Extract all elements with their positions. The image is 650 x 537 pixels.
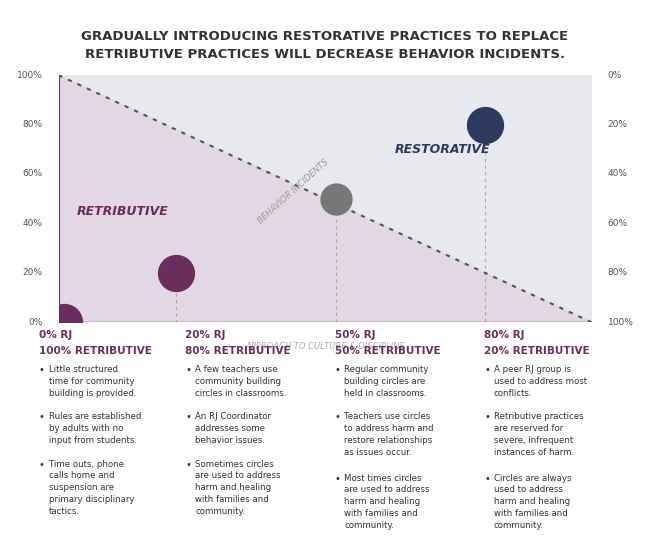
Text: •: • (39, 460, 45, 470)
Text: 40%: 40% (23, 219, 42, 228)
Text: RESTORATIVE: RESTORATIVE (395, 143, 490, 156)
Text: •: • (335, 474, 341, 484)
Text: 60%: 60% (608, 219, 628, 228)
Point (480, 120, 490, 129)
Text: BEHAVIOR INCIDENTS: BEHAVIOR INCIDENTS (256, 157, 330, 226)
Text: •: • (335, 412, 341, 423)
Text: 20% RETRIBUTIVE: 20% RETRIBUTIVE (484, 346, 590, 357)
Text: An RJ Coordinator
addresses some
behavior issues.: An RJ Coordinator addresses some behavio… (195, 412, 271, 445)
Text: •: • (185, 365, 191, 375)
Polygon shape (58, 75, 592, 322)
Text: 100%: 100% (608, 318, 633, 326)
Text: APPROACH TO CULTURE & DISCIPLINE: APPROACH TO CULTURE & DISCIPLINE (245, 342, 405, 351)
Text: 0% RJ: 0% RJ (39, 330, 72, 340)
Text: Circles are always
used to address
harm and healing
with families and
community.: Circles are always used to address harm … (494, 474, 571, 530)
Text: 0%: 0% (28, 318, 42, 326)
Text: A few teachers use
community building
circles in classrooms.: A few teachers use community building ci… (195, 365, 287, 398)
Text: 80% RJ: 80% RJ (484, 330, 525, 340)
Point (170, 268, 181, 277)
Text: Rules are established
by adults with no
input from students.: Rules are established by adults with no … (49, 412, 141, 445)
Text: 20%: 20% (23, 268, 42, 277)
Text: 0%: 0% (608, 71, 622, 79)
Text: RETRIBUTIVE PRACTICES WILL DECREASE BEHAVIOR INCIDENTS.: RETRIBUTIVE PRACTICES WILL DECREASE BEHA… (85, 48, 565, 61)
Text: Most times circles
are used to address
harm and healing
with families and
commun: Most times circles are used to address h… (344, 474, 430, 530)
Text: Regular community
building circles are
held in classrooms.: Regular community building circles are h… (344, 365, 429, 398)
Text: Little structured
time for community
building is provided.: Little structured time for community bui… (49, 365, 136, 398)
Text: •: • (335, 365, 341, 375)
Text: A peer RJ group is
used to address most
conflicts.: A peer RJ group is used to address most … (494, 365, 587, 398)
Text: •: • (185, 460, 191, 470)
Text: Sometimes circles
are used to address
harm and healing
with families and
communi: Sometimes circles are used to address ha… (195, 460, 281, 516)
Text: •: • (484, 474, 490, 484)
Text: •: • (39, 412, 45, 423)
Text: 20%: 20% (608, 120, 627, 129)
Text: 100%: 100% (17, 71, 42, 79)
Polygon shape (58, 75, 592, 322)
Text: 50% RJ: 50% RJ (335, 330, 375, 340)
Text: •: • (185, 412, 191, 423)
Text: 100% RETRIBUTIVE: 100% RETRIBUTIVE (39, 346, 152, 357)
Text: 80% RETRIBUTIVE: 80% RETRIBUTIVE (185, 346, 291, 357)
Text: 60%: 60% (22, 170, 42, 178)
Point (330, 194, 341, 203)
Text: •: • (39, 365, 45, 375)
Text: RETRIBUTIVE: RETRIBUTIVE (77, 205, 168, 217)
Text: •: • (484, 365, 490, 375)
Text: 50% RETRIBUTIVE: 50% RETRIBUTIVE (335, 346, 441, 357)
Text: GRADUALLY INTRODUCING RESTORATIVE PRACTICES TO REPLACE: GRADUALLY INTRODUCING RESTORATIVE PRACTI… (81, 30, 569, 42)
Text: Teachers use circles
to address harm and
restore relationships
as issues occur.: Teachers use circles to address harm and… (344, 412, 434, 457)
Point (58, 318, 69, 326)
Text: 80%: 80% (22, 120, 42, 129)
Text: 20% RJ: 20% RJ (185, 330, 226, 340)
Text: Time outs, phone
calls home and
suspension are
primary disciplinary
tactics.: Time outs, phone calls home and suspensi… (49, 460, 135, 516)
Text: 40%: 40% (608, 170, 627, 178)
Text: 80%: 80% (608, 268, 628, 277)
Text: Retributive practices
are reserved for
severe, infrequent
instances of harm.: Retributive practices are reserved for s… (494, 412, 584, 457)
Text: •: • (484, 412, 490, 423)
